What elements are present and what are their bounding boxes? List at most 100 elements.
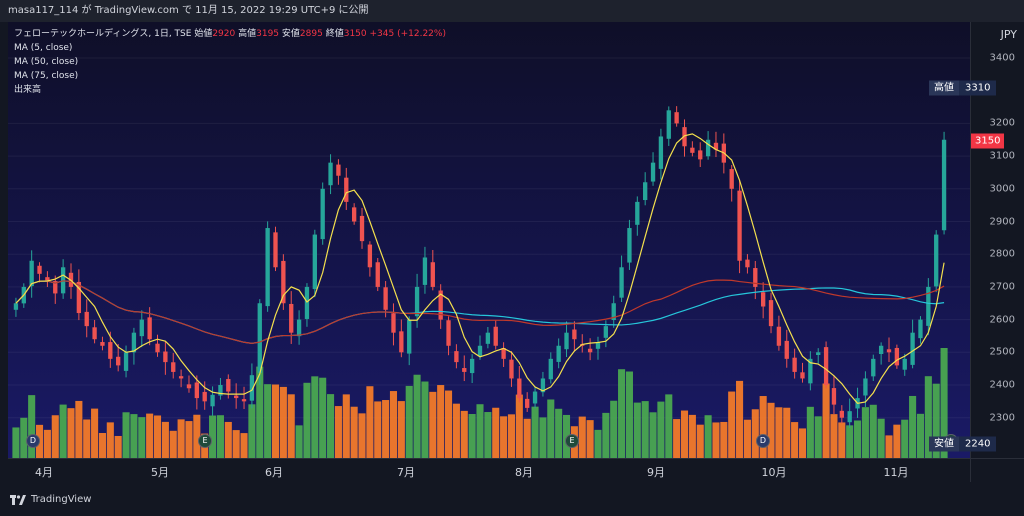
candle [265, 221, 270, 312]
candle-body [823, 347, 829, 385]
volume-bar [893, 424, 901, 458]
candles [13, 106, 947, 428]
candle [336, 159, 341, 185]
time-axis[interactable]: 4月 5月 6月 7月 8月 9月 10月 11月 [8, 458, 970, 483]
candle-body [847, 411, 852, 423]
candle [548, 352, 553, 384]
candle-body [234, 395, 239, 399]
candle [469, 354, 475, 384]
ma75-legend[interactable]: MA (75, close) [14, 71, 79, 81]
candle [666, 106, 671, 146]
volume-bar [869, 404, 877, 458]
candle-body [147, 317, 152, 340]
earnings-event-marker[interactable]: E [565, 434, 579, 448]
volume-bar [374, 401, 382, 458]
candle-body [698, 150, 703, 160]
candle [60, 259, 66, 299]
price-chart-svg[interactable] [8, 22, 970, 458]
dividend-event-marker[interactable]: D [26, 434, 40, 448]
candle [13, 297, 19, 317]
candle-body [273, 232, 278, 268]
price-tick-label: 2800 [989, 248, 1015, 260]
candle [886, 337, 892, 362]
volume-bar [421, 381, 429, 458]
candle-body [359, 215, 365, 242]
tradingview-brand[interactable]: TradingView [10, 494, 91, 505]
candle-body [446, 320, 451, 346]
volume-legend[interactable]: 出来高 [14, 85, 42, 95]
volume-bar [146, 413, 154, 458]
volume-bar [932, 383, 940, 458]
volume-bar [382, 400, 390, 458]
volume-bar [83, 419, 91, 458]
chart-pane[interactable]: DEEDE [8, 22, 970, 458]
symbol-legend-row[interactable]: フェローテックホールディングス, 1日, TSE 始値2920 高値3195 安… [14, 27, 446, 41]
price-tick-label: 3000 [989, 183, 1015, 195]
candle-body [123, 352, 129, 371]
candle [918, 316, 923, 344]
candle [218, 377, 223, 400]
dividend-event-marker[interactable]: D [756, 434, 770, 448]
volume-bar [610, 400, 618, 458]
price-tick-label: 2500 [989, 346, 1015, 358]
candle-body [210, 394, 215, 407]
volume-bar [743, 419, 751, 458]
candle-body [454, 351, 459, 363]
candle-body [627, 228, 632, 263]
volume-bar [861, 407, 869, 458]
candle-body [186, 384, 192, 389]
candle [139, 310, 144, 348]
volume-bar [138, 417, 146, 458]
volume-bar [602, 412, 610, 458]
ma50-legend[interactable]: MA (50, close) [14, 57, 79, 67]
candle [501, 342, 506, 367]
earnings-event-marker[interactable]: E [198, 434, 212, 448]
candle [619, 255, 624, 302]
candle-body [572, 329, 577, 340]
candle-body [407, 319, 412, 354]
volume-bar [389, 391, 398, 458]
volume-bar [216, 415, 224, 458]
volume-bar [303, 382, 311, 458]
candle [100, 336, 105, 351]
candle [383, 281, 388, 318]
low-tag-name: 安値 [929, 436, 959, 452]
price-axis[interactable]: JPY 3400 3200 3100 3000 2900 2800 2700 2600 2500… [929, 22, 1024, 458]
candle-body [194, 382, 200, 399]
candle-body [430, 262, 435, 287]
month-label: 5月 [151, 466, 169, 479]
candle-body [666, 110, 671, 139]
volume-bar [114, 435, 122, 458]
volume-bar [594, 429, 602, 458]
close-value: 3150 [343, 29, 367, 39]
candle-body [540, 378, 546, 393]
volume-bar [625, 371, 633, 458]
volume-bar [523, 418, 531, 458]
candle [351, 203, 357, 225]
month-label: 11月 [883, 466, 909, 479]
candle [910, 319, 915, 369]
volume-bar [846, 425, 854, 458]
candle [792, 348, 797, 379]
volume-bar [940, 348, 948, 458]
candle-body [45, 277, 50, 281]
price-tick-label: 3200 [989, 117, 1015, 129]
candle [446, 316, 451, 356]
price-tick-label: 2600 [989, 314, 1015, 326]
candle [847, 398, 852, 428]
volume-bar [429, 391, 437, 458]
candle-body [462, 368, 467, 372]
candle [517, 365, 522, 403]
candle [155, 334, 160, 357]
volume-bar [405, 385, 413, 458]
candle-body [784, 340, 789, 359]
volume-bar [838, 422, 846, 458]
ma5-legend[interactable]: MA (5, close) [14, 43, 73, 53]
candle [863, 371, 868, 408]
volume-bar [633, 402, 641, 458]
candle [210, 386, 215, 416]
symbol-name[interactable]: フェローテックホールディングス, 1日, TSE [14, 29, 192, 39]
candle [430, 249, 435, 291]
candle-body [941, 139, 947, 231]
low-value: 2895 [299, 29, 323, 39]
